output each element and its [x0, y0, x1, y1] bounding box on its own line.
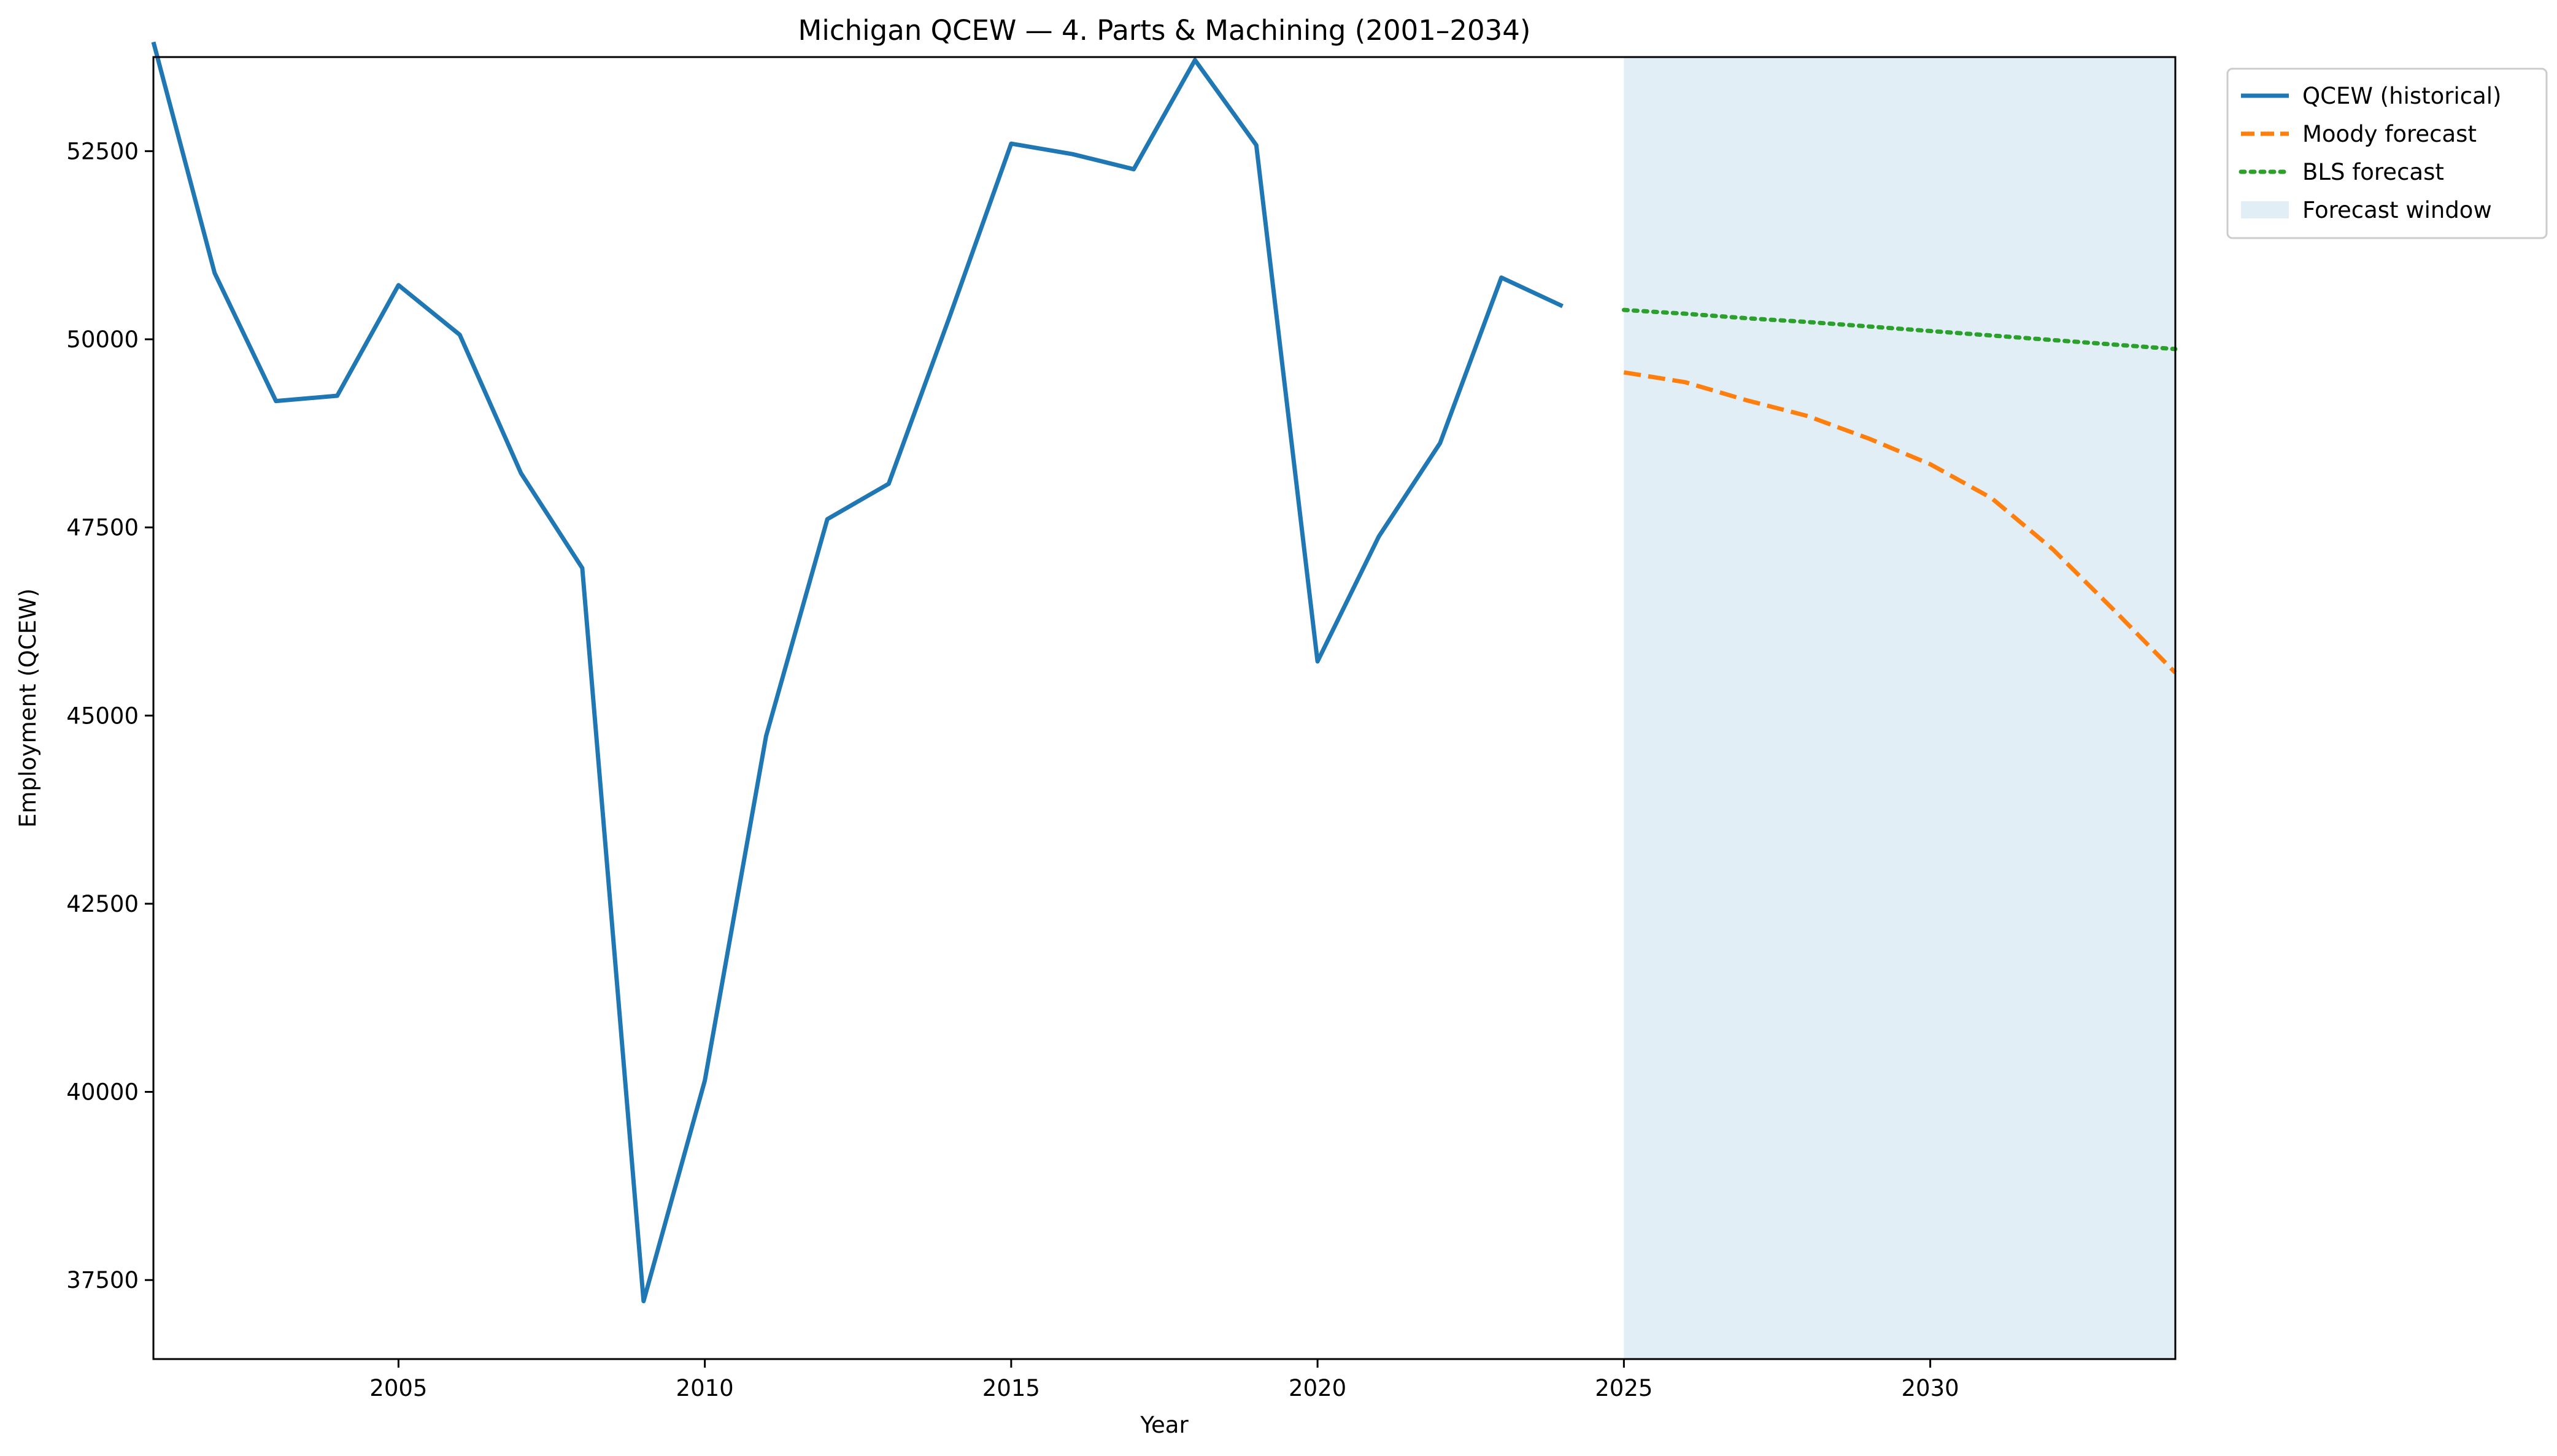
legend-entry-label: BLS forecast: [2302, 159, 2444, 185]
y-tick-label: 52500: [66, 138, 139, 164]
x-tick-label: 2020: [1289, 1375, 1346, 1401]
y-tick-label: 47500: [66, 515, 139, 541]
x-tick-label: 2010: [676, 1375, 734, 1401]
legend-entry-label: Moody forecast: [2302, 121, 2477, 147]
y-tick-label: 50000: [66, 326, 139, 353]
y-tick-label: 40000: [66, 1079, 139, 1106]
y-axis-label: Employment (QCEW): [15, 588, 41, 828]
legend-entry-label: QCEW (historical): [2302, 83, 2502, 109]
forecast-window-band: [1624, 57, 2175, 1359]
x-tick-label: 2015: [982, 1375, 1040, 1401]
legend-entry-label: Forecast window: [2302, 197, 2492, 223]
y-tick-label: 45000: [66, 703, 139, 729]
legend-box: [2226, 67, 2548, 239]
x-tick-label: 2030: [1902, 1375, 1959, 1401]
y-tick-label: 37500: [66, 1267, 139, 1293]
series-line-3: [1621, 307, 2178, 352]
plot-frame: [152, 56, 2177, 1360]
series-line-1: [151, 41, 1564, 1304]
x-tick-label: 2025: [1595, 1375, 1653, 1401]
x-axis-label: Year: [1140, 1412, 1189, 1438]
x-tick-label: 2005: [369, 1375, 427, 1401]
y-tick-label: 42500: [66, 891, 139, 917]
legend: QCEW (historical) Moody forecast BLS forec…: [2226, 67, 2548, 239]
chart-title: Michigan QCEW — 4. Parts & Machining (20…: [798, 14, 1531, 47]
legend-swatch: [2241, 201, 2289, 218]
